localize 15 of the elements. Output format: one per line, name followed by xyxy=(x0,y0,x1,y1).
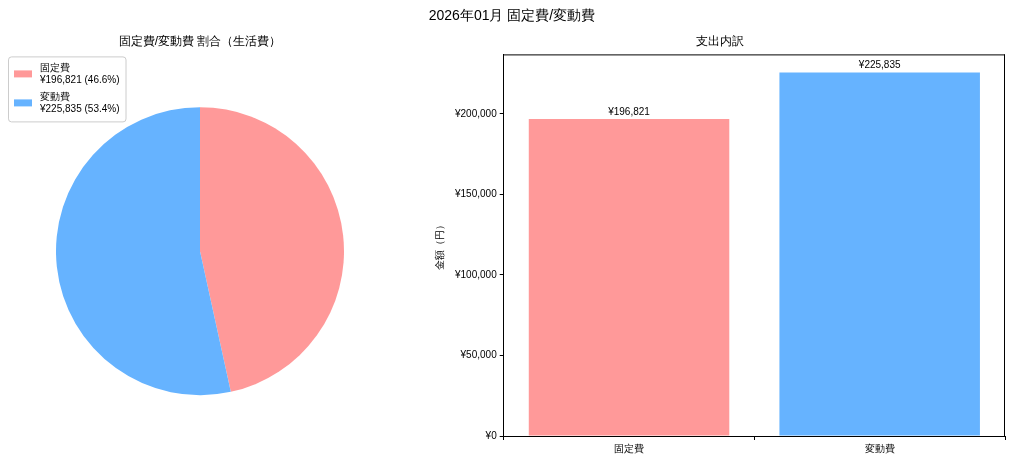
y-tick-label: ¥200,000 xyxy=(453,107,498,119)
chart-title: 支出内訳 xyxy=(695,33,744,48)
data-label: ¥196,821 (46.6%) xyxy=(39,74,120,86)
data-label: ¥225,835 (53.4%) xyxy=(39,103,120,115)
y-tick-label: ¥0 xyxy=(484,429,498,441)
y-tick-label: ¥150,000 xyxy=(453,188,498,200)
data-label: ¥196,821 xyxy=(607,105,651,117)
y-tick-label: ¥50,000 xyxy=(459,349,498,361)
legend-label: 変動費 xyxy=(40,91,70,103)
legend-label: 固定費 xyxy=(40,62,70,74)
chart-title: 固定費/変動費 割合（生活費） xyxy=(118,33,282,48)
data-label: ¥225,835 xyxy=(857,59,901,71)
text: 2026年01月 固定費/変動費 xyxy=(427,6,597,24)
y-axis-title: 金額（円） xyxy=(433,220,445,271)
y-tick-label: ¥100,000 xyxy=(453,268,498,280)
